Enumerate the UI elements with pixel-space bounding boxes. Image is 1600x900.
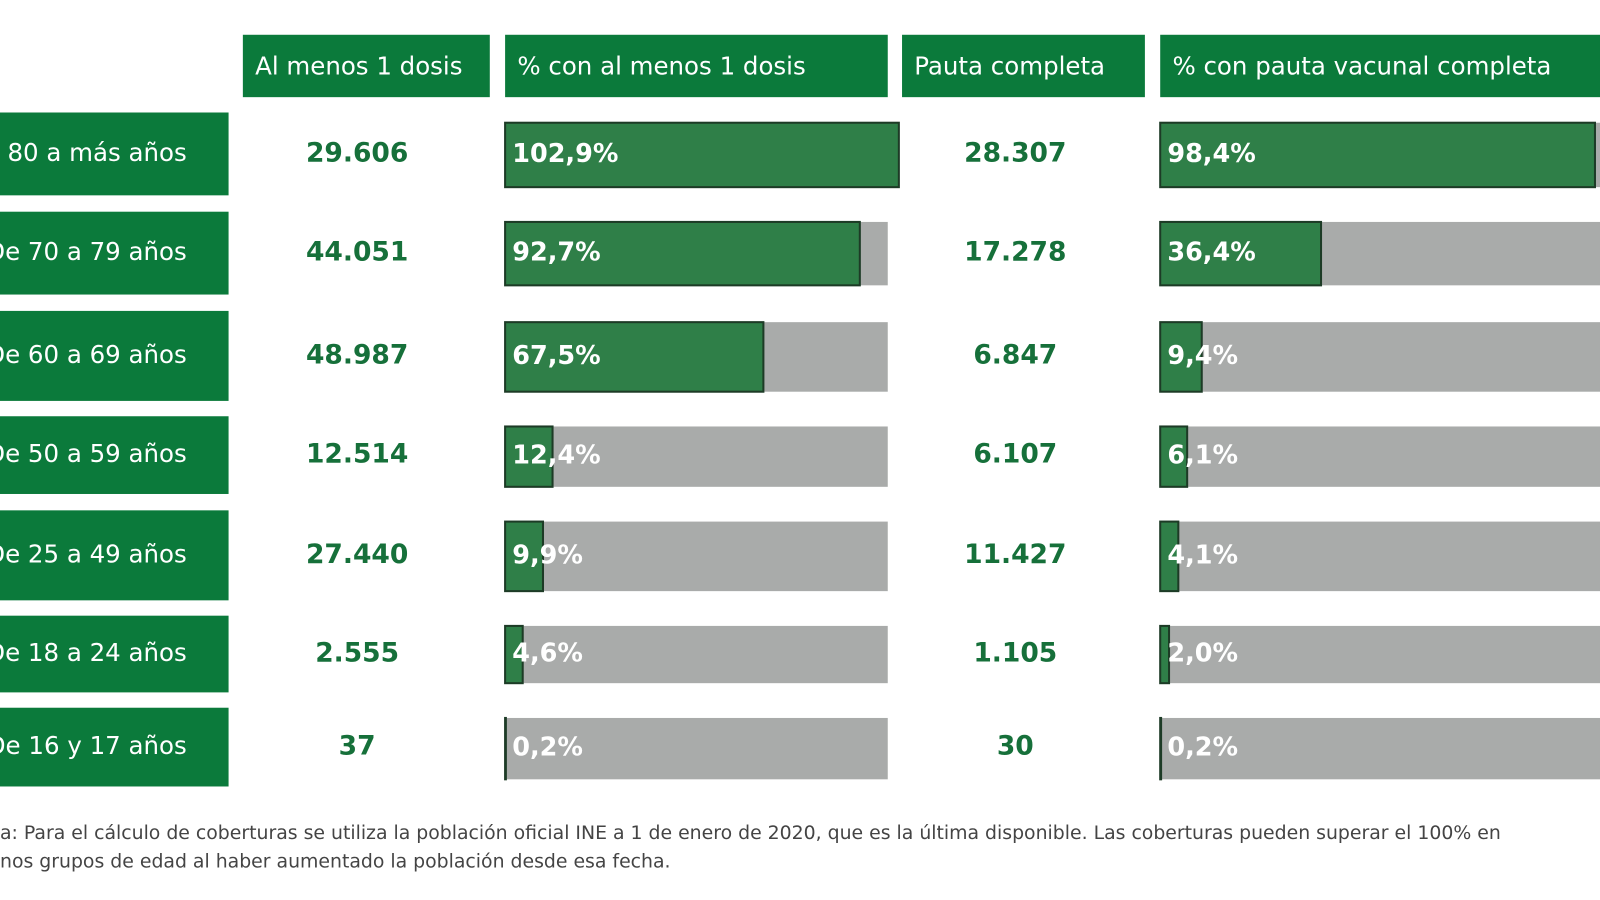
count: 1.105 <box>973 638 1057 669</box>
group-label: De 60 a 69 años <box>0 340 187 369</box>
count: 12.514 <box>306 439 408 470</box>
bar-label: 92,7% <box>512 238 600 268</box>
header-label: Al menos 1 dosis <box>255 51 462 80</box>
group-label: De 70 a 79 años <box>0 237 187 266</box>
group-cell <box>0 510 229 601</box>
bar-track <box>1160 426 1600 487</box>
bar-label: 4,6% <box>512 639 583 669</box>
count: 2.555 <box>315 638 399 669</box>
bar-label: 4,1% <box>1167 540 1238 570</box>
bar <box>504 220 861 287</box>
bar <box>1159 220 1323 287</box>
bar-track <box>1160 717 1600 780</box>
bar-label: 0,2% <box>1167 733 1238 763</box>
bar-label: 9,9% <box>512 540 583 570</box>
bar-track <box>1160 521 1600 592</box>
bar-label: 36,4% <box>1167 238 1255 268</box>
header-cell <box>242 34 490 98</box>
bar-label: 2,0% <box>1167 639 1238 669</box>
bar <box>504 624 524 685</box>
bar <box>1159 321 1203 393</box>
count: 29.606 <box>306 137 408 168</box>
group-cell <box>0 615 229 693</box>
group-label: De 16 y 17 años <box>0 731 187 760</box>
bar-label: 67,5% <box>512 341 600 371</box>
bar-track <box>505 521 888 592</box>
header-cell <box>505 34 888 98</box>
bar-track <box>1160 322 1600 392</box>
group-label: De 25 a 49 años <box>0 539 187 568</box>
bar <box>504 520 545 593</box>
group-cell <box>0 707 229 787</box>
header-cell <box>902 34 1145 98</box>
bar-track <box>1160 625 1600 684</box>
bar-label: 0,2% <box>512 733 583 763</box>
header-label: Pauta completa <box>914 51 1105 80</box>
bar-label: 6,1% <box>1167 441 1238 471</box>
count: 6.847 <box>973 339 1057 370</box>
header-cell <box>1160 34 1600 98</box>
group-label: De 50 a 59 años <box>0 439 187 468</box>
count: 6.107 <box>973 439 1057 470</box>
header-label: % con pauta vacunal completa <box>1172 51 1551 80</box>
count: 44.051 <box>306 237 408 268</box>
count: 11.427 <box>964 539 1066 570</box>
bar-track <box>505 426 888 487</box>
bar-label: 12,4% <box>512 441 600 471</box>
bar <box>504 425 554 488</box>
bar-label: 102,9% <box>512 139 618 169</box>
group-cell <box>0 211 229 295</box>
bar-track <box>505 717 888 780</box>
bar <box>1159 716 1163 781</box>
count: 17.278 <box>964 237 1066 268</box>
bar <box>1159 425 1189 488</box>
group-cell <box>0 310 229 401</box>
footnote: nos grupos de edad al haber aumentado la… <box>0 851 671 873</box>
bar <box>504 121 900 189</box>
footnote: a: Para el cálculo de coberturas se util… <box>0 822 1501 844</box>
bar <box>1159 624 1171 685</box>
bar <box>504 716 507 781</box>
count: 37 <box>339 731 376 762</box>
count: 28.307 <box>964 137 1066 168</box>
group-cell <box>0 112 229 196</box>
bar-track <box>505 625 888 684</box>
bar <box>1159 520 1180 593</box>
group-cell <box>0 416 229 494</box>
count: 30 <box>997 731 1034 762</box>
bar <box>1159 121 1596 189</box>
group-label: e 80 a más años <box>0 138 187 167</box>
bar <box>504 321 765 393</box>
header-label: % con al menos 1 dosis <box>517 51 805 80</box>
group-label: De 18 a 24 años <box>0 638 187 667</box>
count: 48.987 <box>306 339 408 370</box>
count: 27.440 <box>306 539 408 570</box>
bar-label: 98,4% <box>1167 139 1255 169</box>
bar-label: 9,4% <box>1167 341 1238 371</box>
